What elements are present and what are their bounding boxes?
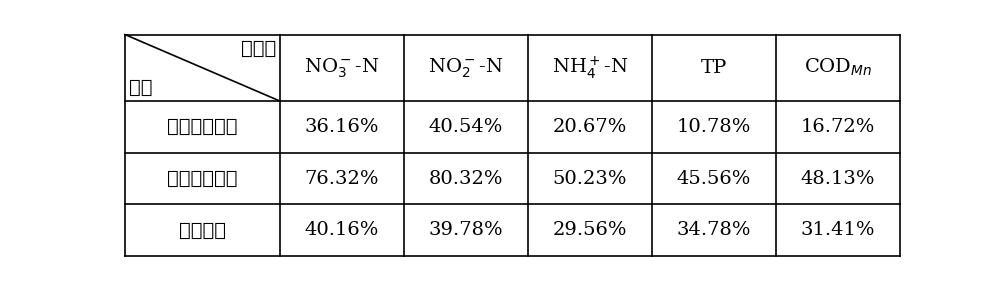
Text: 20.67%: 20.67% <box>553 118 627 136</box>
Text: 45.56%: 45.56% <box>677 170 751 187</box>
Text: 16.72%: 16.72% <box>801 118 875 136</box>
Text: 40.54%: 40.54% <box>429 118 503 136</box>
Text: 去除率: 去除率 <box>241 39 276 58</box>
Text: 48.13%: 48.13% <box>801 170 875 187</box>
Text: 31.41%: 31.41% <box>801 221 875 239</box>
Text: 36.16%: 36.16% <box>305 118 379 136</box>
Text: NH$_4^+$-N: NH$_4^+$-N <box>552 54 628 81</box>
Text: 40.16%: 40.16% <box>305 221 379 239</box>
Text: NO$_2^-$-N: NO$_2^-$-N <box>428 56 504 79</box>
Text: 10.78%: 10.78% <box>677 118 751 136</box>
Text: 29.56%: 29.56% <box>553 221 627 239</box>
Text: 39.78%: 39.78% <box>429 221 503 239</box>
Text: 二者差值: 二者差值 <box>179 221 226 240</box>
Text: 80.32%: 80.32% <box>429 170 503 187</box>
Text: 对照人工湿地: 对照人工湿地 <box>167 118 238 137</box>
Text: NO$_3^-$-N: NO$_3^-$-N <box>304 56 380 79</box>
Text: 强化人工湿地: 强化人工湿地 <box>167 169 238 188</box>
Text: COD$_{Mn}$: COD$_{Mn}$ <box>804 57 872 78</box>
Text: 76.32%: 76.32% <box>305 170 379 187</box>
Text: TP: TP <box>701 59 727 77</box>
Text: 34.78%: 34.78% <box>677 221 751 239</box>
Text: 组别: 组别 <box>129 78 152 97</box>
Text: 50.23%: 50.23% <box>553 170 627 187</box>
